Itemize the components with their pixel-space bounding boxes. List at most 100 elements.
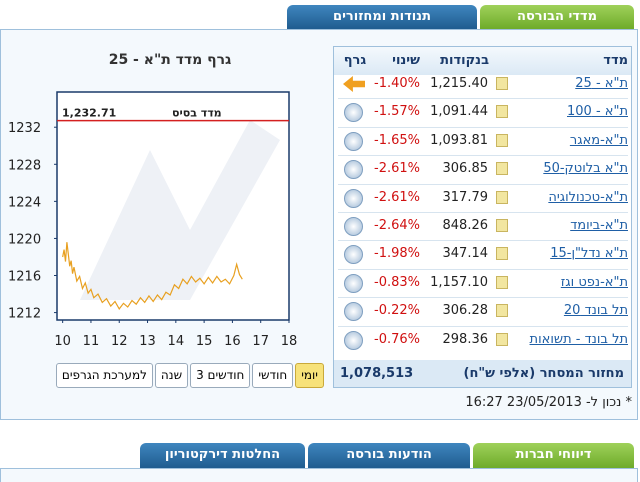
row-divider bbox=[338, 183, 628, 185]
points: 1,157.10 bbox=[430, 274, 488, 290]
index-link[interactable]: ת"א-נפט וגז bbox=[560, 274, 628, 290]
index-link[interactable]: ת"א נדל"ן-15 bbox=[550, 246, 628, 262]
y-tick-label: 1216 bbox=[8, 270, 41, 285]
turnover-value: 1,078,513 bbox=[340, 366, 414, 381]
bottom-tab[interactable]: החלטות דירקטוריון bbox=[140, 443, 305, 468]
points: 298.36 bbox=[442, 331, 489, 347]
points: 848.26 bbox=[442, 218, 489, 233]
range-button[interactable]: למערכת הגרפים bbox=[55, 363, 153, 388]
timestamp: * נכון ל- 23/05/2013 16:27 bbox=[465, 395, 632, 410]
graph-icon[interactable] bbox=[344, 330, 363, 350]
x-tick-label: 12 bbox=[111, 334, 128, 349]
column-header: גרף bbox=[343, 53, 367, 68]
y-tick-label: 1232 bbox=[8, 121, 41, 136]
y-tick-label: 1220 bbox=[8, 232, 41, 247]
x-tick-label: 15 bbox=[196, 334, 213, 349]
k-icon[interactable] bbox=[496, 219, 508, 232]
base-label: מדד בסיס bbox=[172, 107, 222, 120]
graph-icon[interactable] bbox=[344, 188, 363, 208]
change: -2.61% bbox=[374, 161, 420, 177]
index-link[interactable]: ת"א בלוטק-50 bbox=[543, 161, 628, 177]
change: -1.40% bbox=[374, 76, 420, 91]
k-icon[interactable] bbox=[496, 105, 508, 119]
range-button[interactable]: יומי bbox=[295, 363, 324, 388]
row-divider bbox=[338, 126, 628, 128]
index-link[interactable]: תל בונד 20 bbox=[563, 303, 628, 319]
k-icon[interactable] bbox=[496, 304, 508, 318]
change: -0.76% bbox=[374, 331, 420, 347]
k-icon[interactable] bbox=[496, 332, 508, 346]
table-panel bbox=[333, 46, 632, 388]
turnover-label: מחזור המסחר (אלפי ש"ח) bbox=[463, 366, 625, 381]
column-header: בנקודות bbox=[440, 53, 489, 68]
index-link[interactable]: ת"א - 25 bbox=[575, 76, 628, 91]
x-tick-label: 18 bbox=[281, 334, 298, 349]
row-divider bbox=[338, 155, 628, 157]
base-value: 1,232.71 bbox=[62, 107, 116, 120]
index-link[interactable]: ת"א - 100 bbox=[567, 104, 628, 120]
k-icon[interactable] bbox=[496, 247, 508, 261]
k-icon[interactable] bbox=[496, 162, 508, 176]
index-link[interactable]: ת"א-מאגר bbox=[569, 132, 628, 148]
change: -2.64% bbox=[374, 218, 420, 233]
row-divider bbox=[338, 212, 628, 213]
points: 1,091.44 bbox=[430, 104, 488, 120]
x-tick-label: 13 bbox=[139, 334, 156, 349]
k-icon[interactable] bbox=[496, 190, 508, 204]
range-button[interactable]: 3 חודשים bbox=[190, 363, 251, 388]
table-header-bg bbox=[334, 47, 631, 75]
chart: גרף מדד ת"א - 25 12321228122412201216121… bbox=[8, 52, 298, 349]
points: 317.79 bbox=[442, 189, 489, 205]
graph-icon[interactable] bbox=[344, 245, 363, 265]
graph-icon[interactable] bbox=[344, 160, 363, 180]
bottom-tab[interactable]: הודעות בורסה bbox=[308, 443, 470, 468]
change: -0.22% bbox=[374, 303, 420, 319]
points: 1,093.81 bbox=[430, 132, 488, 148]
column-header: מדד bbox=[603, 53, 628, 68]
index-link[interactable]: ת"א-ביומד bbox=[570, 218, 628, 233]
turnover-bg bbox=[334, 360, 631, 387]
y-tick-label: 1224 bbox=[8, 195, 41, 210]
change: -1.57% bbox=[374, 104, 420, 120]
graph-icon[interactable] bbox=[344, 217, 363, 236]
bottom-panel bbox=[0, 468, 638, 482]
k-icon[interactable] bbox=[496, 77, 508, 90]
graph-icon[interactable] bbox=[344, 273, 363, 293]
row-divider bbox=[338, 268, 628, 270]
change: -0.83% bbox=[374, 274, 420, 290]
column-header: שינוי bbox=[392, 53, 420, 68]
bottom-tab[interactable]: דיווחי חברות bbox=[473, 443, 634, 468]
range-buttons: יומי חודשי 3 חודשים שנה למערכת הגרפים bbox=[8, 363, 324, 388]
x-tick-label: 16 bbox=[224, 334, 241, 349]
range-button[interactable]: חודשי bbox=[252, 363, 294, 388]
graph-icon[interactable] bbox=[344, 302, 363, 322]
watermark bbox=[80, 120, 280, 300]
row-divider bbox=[338, 98, 628, 100]
x-tick-label: 14 bbox=[168, 334, 185, 349]
k-icon[interactable] bbox=[496, 133, 508, 147]
k-icon[interactable] bbox=[496, 275, 508, 289]
range-button[interactable]: שנה bbox=[154, 363, 189, 388]
index-link[interactable]: ת"א-טכנולוגיה bbox=[548, 189, 628, 205]
x-tick-label: 11 bbox=[83, 334, 100, 349]
row-divider bbox=[338, 297, 628, 299]
row-divider bbox=[338, 325, 628, 327]
points: 306.28 bbox=[442, 303, 489, 319]
chart-title: גרף מדד ת"א - 25 bbox=[109, 52, 232, 68]
tab[interactable]: מדדי הבורסה bbox=[480, 5, 634, 29]
index-link[interactable]: תל בונד - תשואות bbox=[529, 331, 628, 347]
change: -2.61% bbox=[374, 189, 420, 205]
graph-icon[interactable] bbox=[344, 103, 363, 123]
points: 347.14 bbox=[442, 246, 489, 262]
y-tick-label: 1212 bbox=[8, 307, 41, 322]
points: 306.85 bbox=[442, 161, 489, 177]
change: -1.65% bbox=[374, 132, 420, 148]
points: 1,215.40 bbox=[430, 76, 488, 91]
series-line bbox=[62, 242, 243, 310]
y-tick-label: 1228 bbox=[8, 158, 41, 173]
tab[interactable]: תנודות ומחזורים bbox=[287, 5, 477, 29]
row-divider bbox=[338, 240, 628, 242]
x-tick-label: 17 bbox=[252, 334, 269, 349]
graph-icon[interactable] bbox=[344, 131, 363, 151]
